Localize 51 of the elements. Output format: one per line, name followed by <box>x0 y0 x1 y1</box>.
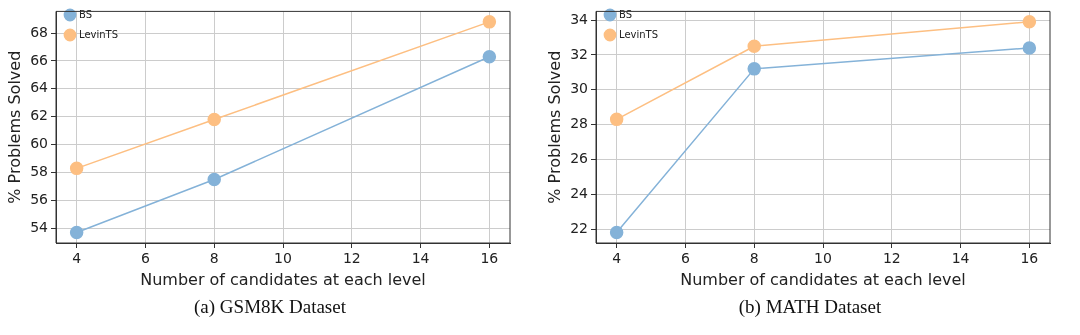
legend-label: LevinTS <box>79 28 119 40</box>
y-axis-title: % Problems Solved <box>544 50 564 204</box>
point <box>69 161 84 176</box>
y-tick-label: 58 <box>30 163 49 180</box>
x-tick-label: 14 <box>411 250 430 267</box>
x-tick-label: 8 <box>749 250 759 267</box>
y-tick-label: 30 <box>570 80 589 97</box>
legend-label: BS <box>619 8 633 20</box>
point <box>207 172 221 187</box>
y-tick-label: 68 <box>30 23 49 40</box>
x-tick-label: 10 <box>274 250 292 267</box>
x-tick-label: 8 <box>209 250 219 267</box>
legend-label: LevinTS <box>619 28 659 40</box>
y-tick-label: 60 <box>30 135 49 152</box>
point <box>609 225 624 240</box>
point <box>69 225 84 240</box>
y-tick-label: 64 <box>30 79 49 96</box>
point <box>482 49 497 64</box>
y-tick-label: 62 <box>30 107 49 124</box>
x-tick-label: 12 <box>342 250 361 267</box>
x-axis-title: Number of candidates at each level <box>140 269 426 289</box>
x-axis-title: Number of candidates at each level <box>680 269 966 289</box>
y-tick-label: 24 <box>570 184 589 201</box>
point <box>482 15 497 29</box>
x-tick-label: 10 <box>814 250 832 267</box>
y-tick-label: 66 <box>30 51 49 68</box>
y-tick-label: 26 <box>570 150 589 167</box>
legend-label: BS <box>79 8 93 20</box>
x-tick-label: 6 <box>680 250 690 267</box>
y-tick-label: 32 <box>570 45 589 62</box>
point <box>1022 41 1037 55</box>
y-tick-label: 54 <box>30 218 49 235</box>
x-tick-label: 16 <box>480 250 499 267</box>
point <box>747 39 761 53</box>
x-tick-label: 6 <box>140 250 150 267</box>
y-tick-label: 28 <box>570 115 589 132</box>
point <box>207 112 221 127</box>
y-tick-label: 22 <box>570 219 589 236</box>
text: (a) GSM8K Dataset <box>193 296 347 318</box>
x-tick-label: 12 <box>882 250 901 267</box>
x-tick-label: 4 <box>72 250 82 267</box>
y-tick-label: 34 <box>570 10 589 27</box>
x-tick-label: 4 <box>612 250 622 267</box>
text: (b) MATH Dataset <box>737 296 883 318</box>
x-tick-label: 16 <box>1020 250 1039 267</box>
point <box>747 62 761 76</box>
y-tick-label: 56 <box>30 191 49 208</box>
x-tick-label: 14 <box>951 250 970 267</box>
point <box>1022 15 1037 29</box>
point <box>609 112 624 127</box>
y-axis-title: % Problems Solved <box>4 50 24 204</box>
